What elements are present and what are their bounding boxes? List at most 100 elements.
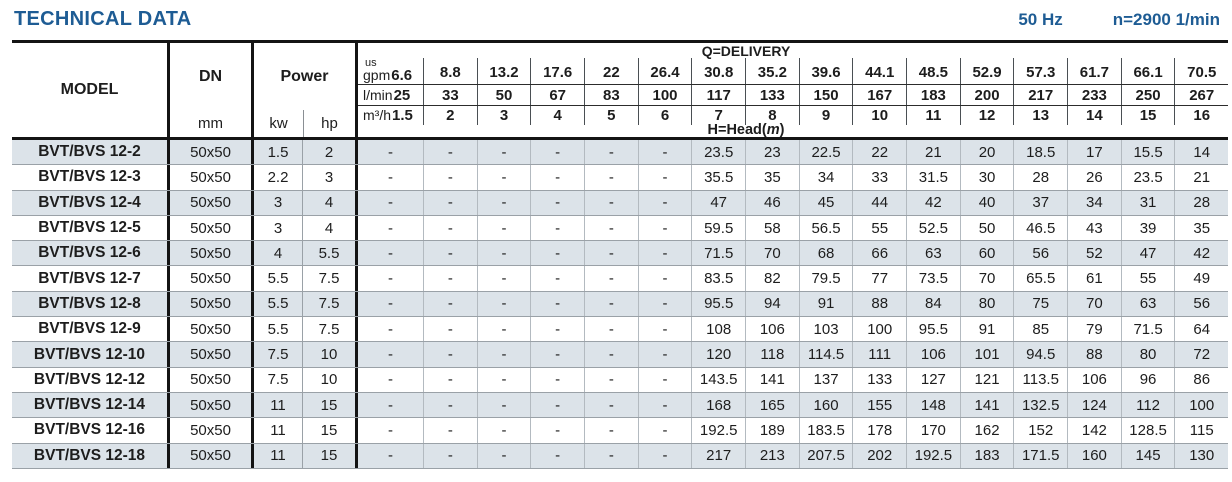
delivery-header-value: 52.9 bbox=[959, 58, 1014, 85]
head-value-cell: 118 bbox=[745, 342, 799, 367]
head-value-cell: 86 bbox=[1174, 367, 1228, 392]
delivery-header-value: 35.2 bbox=[745, 58, 799, 85]
head-value-cell: - bbox=[530, 342, 584, 367]
head-value-cell: - bbox=[584, 140, 638, 165]
head-value-cell: - bbox=[637, 317, 692, 342]
delivery-header-value: 15 bbox=[1120, 106, 1175, 125]
hp-cell: 4 bbox=[303, 215, 358, 241]
head-value-cell: 46 bbox=[745, 190, 799, 215]
dn-cell: 50x50 bbox=[170, 317, 254, 342]
head-value-cell: 15.5 bbox=[1120, 140, 1175, 165]
head-value-cell: - bbox=[476, 418, 531, 443]
head-value-cell: - bbox=[584, 241, 638, 266]
head-value-cell: - bbox=[584, 342, 638, 367]
head-value-cell: 79 bbox=[1067, 317, 1121, 342]
head-value-cell: - bbox=[637, 165, 692, 190]
hp-cell: 10 bbox=[303, 367, 358, 392]
head-value-cell: - bbox=[423, 443, 477, 468]
head-value-cell: 70 bbox=[745, 241, 799, 266]
hp-cell: 4 bbox=[303, 190, 358, 215]
model-cell: BVT/BVS 12-16 bbox=[12, 418, 170, 443]
head-value-cell: 75 bbox=[1013, 291, 1067, 317]
kw-cell: 4 bbox=[254, 241, 303, 266]
dn-cell: 50x50 bbox=[170, 291, 254, 317]
head-value-cell: 112 bbox=[1120, 392, 1175, 418]
head-value-cell: 183.5 bbox=[798, 418, 853, 443]
head-value-cell: 22 bbox=[852, 140, 906, 165]
head-value-cell: 79.5 bbox=[798, 266, 853, 291]
dn-cell: 50x50 bbox=[170, 266, 254, 291]
head-value-cell: 178 bbox=[852, 418, 906, 443]
technical-data-table: MODEL DN mm Power kw hp Q=DELIVERY bbox=[12, 40, 1228, 469]
head-value-cell: - bbox=[423, 317, 477, 342]
head-value-cell: 28 bbox=[1013, 165, 1067, 190]
dn-cell: 50x50 bbox=[170, 342, 254, 367]
head-value-cell: - bbox=[584, 266, 638, 291]
model-cell: BVT/BVS 12-5 bbox=[12, 215, 170, 241]
head-value-cell: 55 bbox=[852, 215, 906, 241]
head-value-cell: 88 bbox=[1067, 342, 1121, 367]
head-value-cell: - bbox=[388, 346, 393, 364]
delivery-header: Q=DELIVERY us gpm6.6 8.8 13.2 17.6 22 26.4 30… bbox=[358, 43, 1228, 138]
head-value-cell: - bbox=[476, 266, 531, 291]
head-value-cell: 47 bbox=[691, 190, 745, 215]
unit-cell-m3h: m³/h 1.5 bbox=[358, 106, 423, 124]
head-value-cell: 14 bbox=[1174, 140, 1228, 165]
head-value-cell: - bbox=[530, 443, 584, 468]
delivery-header-value: 250 bbox=[1120, 85, 1175, 106]
kw-cell: 11 bbox=[254, 392, 303, 418]
delivery-title-strip: Q=DELIVERY bbox=[358, 43, 1228, 59]
head-value-cell: - bbox=[423, 266, 477, 291]
head-value-cell: - bbox=[476, 215, 531, 241]
head-value-cell: - bbox=[637, 443, 692, 468]
kw-cell: 2.2 bbox=[254, 165, 303, 190]
dn-cell: 50x50 bbox=[170, 443, 254, 468]
kw-cell: 3 bbox=[254, 190, 303, 215]
head-value-cell: - bbox=[637, 291, 692, 317]
head-value-cell: 80 bbox=[959, 291, 1014, 317]
delivery-title: Q=DELIVERY bbox=[701, 43, 791, 59]
head-value-cell: - bbox=[584, 392, 638, 418]
head-value-cell: 66 bbox=[852, 241, 906, 266]
head-value-cell: 213 bbox=[745, 443, 799, 468]
delivery-header-value: 7 bbox=[691, 106, 745, 125]
hp-cell: 7.5 bbox=[303, 317, 358, 342]
head-value-cell: 65.5 bbox=[1013, 266, 1067, 291]
head-value-cell: - bbox=[637, 140, 692, 165]
head-value-cell: - bbox=[530, 241, 584, 266]
head-value-cell: 106 bbox=[906, 342, 960, 367]
delivery-header-value: 11 bbox=[906, 106, 960, 125]
head-value-cell: - bbox=[637, 418, 692, 443]
head-value-cell: 115 bbox=[1174, 418, 1228, 443]
head-value-cell: 132.5 bbox=[1013, 392, 1067, 418]
head-value-cell: - bbox=[423, 392, 477, 418]
head-value-cell: - bbox=[530, 140, 584, 165]
head-value-cell: 71.5 bbox=[691, 241, 745, 266]
head-value-cell: 47 bbox=[1120, 241, 1175, 266]
head-value-cell: 88 bbox=[852, 291, 906, 317]
hp-cell: 15 bbox=[303, 443, 358, 468]
head-value-cell: 137 bbox=[798, 367, 853, 392]
hp-cell: 5.5 bbox=[303, 241, 358, 266]
delivery-header-value: 30.8 bbox=[691, 58, 745, 85]
dn-cell: 50x50 bbox=[170, 190, 254, 215]
table-row: BVT/BVS 12-16 50x50 11 15- - - - - -192.5 189 183.… bbox=[12, 418, 1228, 444]
head-value-cell: 103 bbox=[798, 317, 853, 342]
model-cell: BVT/BVS 12-2 bbox=[12, 140, 170, 165]
head-value-cell: - bbox=[476, 342, 531, 367]
head-value-cell: 192.5 bbox=[906, 443, 960, 468]
hp-cell: 15 bbox=[303, 392, 358, 418]
head-value-cell: 217 bbox=[691, 443, 745, 468]
dn-cell: 50x50 bbox=[170, 140, 254, 165]
head-value-cell: - bbox=[476, 443, 531, 468]
delivery-header-value: 150 bbox=[798, 85, 853, 106]
head-value-cell: - bbox=[476, 165, 531, 190]
head-value-cell: 171.5 bbox=[1013, 443, 1067, 468]
head-value-cell: 60 bbox=[959, 241, 1014, 266]
head-value-cell: 168 bbox=[691, 392, 745, 418]
head-value-cell: - bbox=[530, 266, 584, 291]
delivery-header-value: 117 bbox=[691, 85, 745, 106]
unit-row-m3h: m³/h 1.5 2 3 4 5 6 7 8 9 10 11 12 13 14 15 16 bbox=[358, 106, 1228, 125]
delivery-header-value: 6 bbox=[637, 106, 692, 125]
